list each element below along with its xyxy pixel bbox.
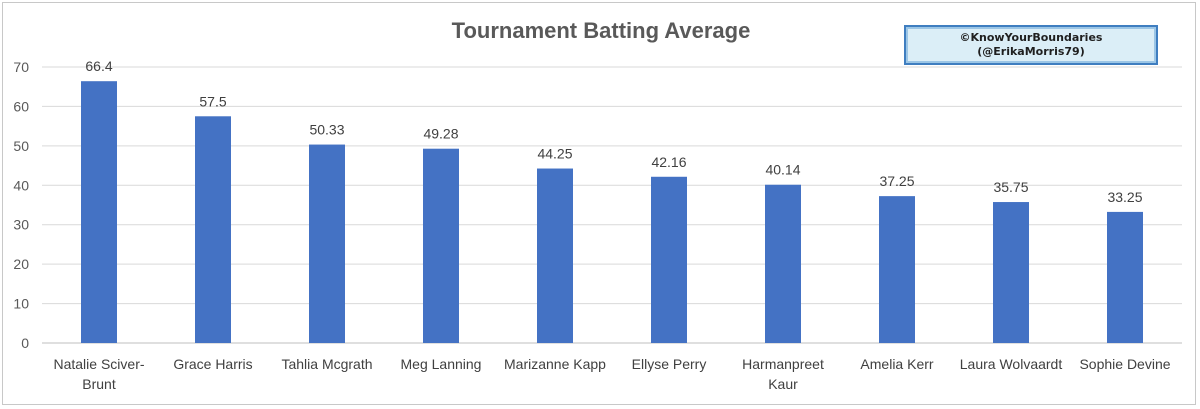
x-tick-label: Amelia Kerr [860,356,933,372]
data-label: 57.5 [199,93,226,109]
x-tick-label: Natalie Sciver- [53,356,144,372]
bar [765,184,801,343]
watermark-box: ©KnowYourBoundaries (@ErikaMorris79) [904,25,1158,65]
watermark-line-2: (@ErikaMorris79) [977,45,1085,58]
x-tick-label: Tahlia Mcgrath [281,356,372,372]
watermark-line-1: ©KnowYourBoundaries [959,31,1103,44]
data-label: 37.25 [879,173,914,189]
x-tick-label: Kaur [768,376,798,392]
y-tick-label: 10 [13,296,29,312]
data-label: 35.75 [993,179,1028,195]
x-tick-label: Marizanne Kapp [504,356,606,372]
chart-title: Tournament Batting Average [451,18,751,43]
data-label: 40.14 [765,162,800,178]
bar [537,168,573,343]
bar [879,196,915,343]
data-label: 42.16 [651,154,686,170]
x-tick-label: Ellyse Perry [632,356,707,372]
y-tick-label: 50 [13,138,29,154]
bar [195,116,231,344]
y-tick-label: 70 [13,59,29,75]
x-tick-label: Sophie Devine [1079,356,1170,372]
y-tick-label: 30 [13,217,29,233]
x-tick-label: Laura Wolvaardt [960,356,1063,372]
bar [309,144,345,343]
y-tick-label: 60 [13,98,29,114]
x-tick-label: Meg Lanning [401,356,482,372]
data-label: 49.28 [423,126,458,142]
bar [423,148,459,343]
y-tick-label: 20 [13,256,29,272]
bar [993,202,1029,343]
bar [651,176,687,343]
y-tick-label: 0 [21,335,29,351]
data-label: 33.25 [1107,189,1142,205]
data-label: 50.33 [309,122,344,138]
y-tick-label: 40 [13,177,29,193]
x-tick-label: Brunt [82,376,116,392]
x-tick-label: Grace Harris [173,356,252,372]
data-label: 44.25 [537,146,572,162]
bar [1107,211,1143,343]
data-label: 66.4 [85,58,112,74]
bar [81,81,117,344]
x-tick-label: Harmanpreet [742,356,824,372]
